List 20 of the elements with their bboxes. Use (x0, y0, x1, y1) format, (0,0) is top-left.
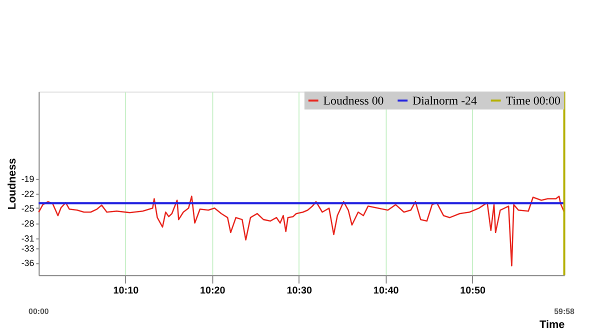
y-tick-label: -28 (21, 218, 34, 229)
y-axis-title: Loudness (6, 158, 18, 210)
legend-label: Dialnorm -24 (412, 94, 477, 108)
y-tick-label: -33 (21, 243, 34, 254)
x-axis-title: Time (540, 319, 565, 332)
y-tick-label: -31 (21, 233, 34, 244)
x-tick-label: 10:10 (113, 285, 140, 296)
annotation: Time 00:00 (506, 94, 561, 108)
y-tick-label: -22 (21, 188, 34, 199)
x-tick-label: 10:20 (200, 285, 226, 296)
x-tick-label: 10:50 (460, 285, 486, 296)
y-tick-label: -25 (21, 204, 34, 214)
text: 00:00 (28, 306, 50, 316)
x-tick-label: 10:40 (373, 285, 400, 296)
text: 59:58 (554, 306, 575, 316)
x-tick-label: 10:30 (286, 285, 313, 296)
legend-label: Loudness 00 (323, 94, 384, 108)
y-tick-label: -19 (21, 174, 34, 184)
y-tick-label: -36 (21, 258, 34, 268)
line-series (38, 196, 565, 266)
